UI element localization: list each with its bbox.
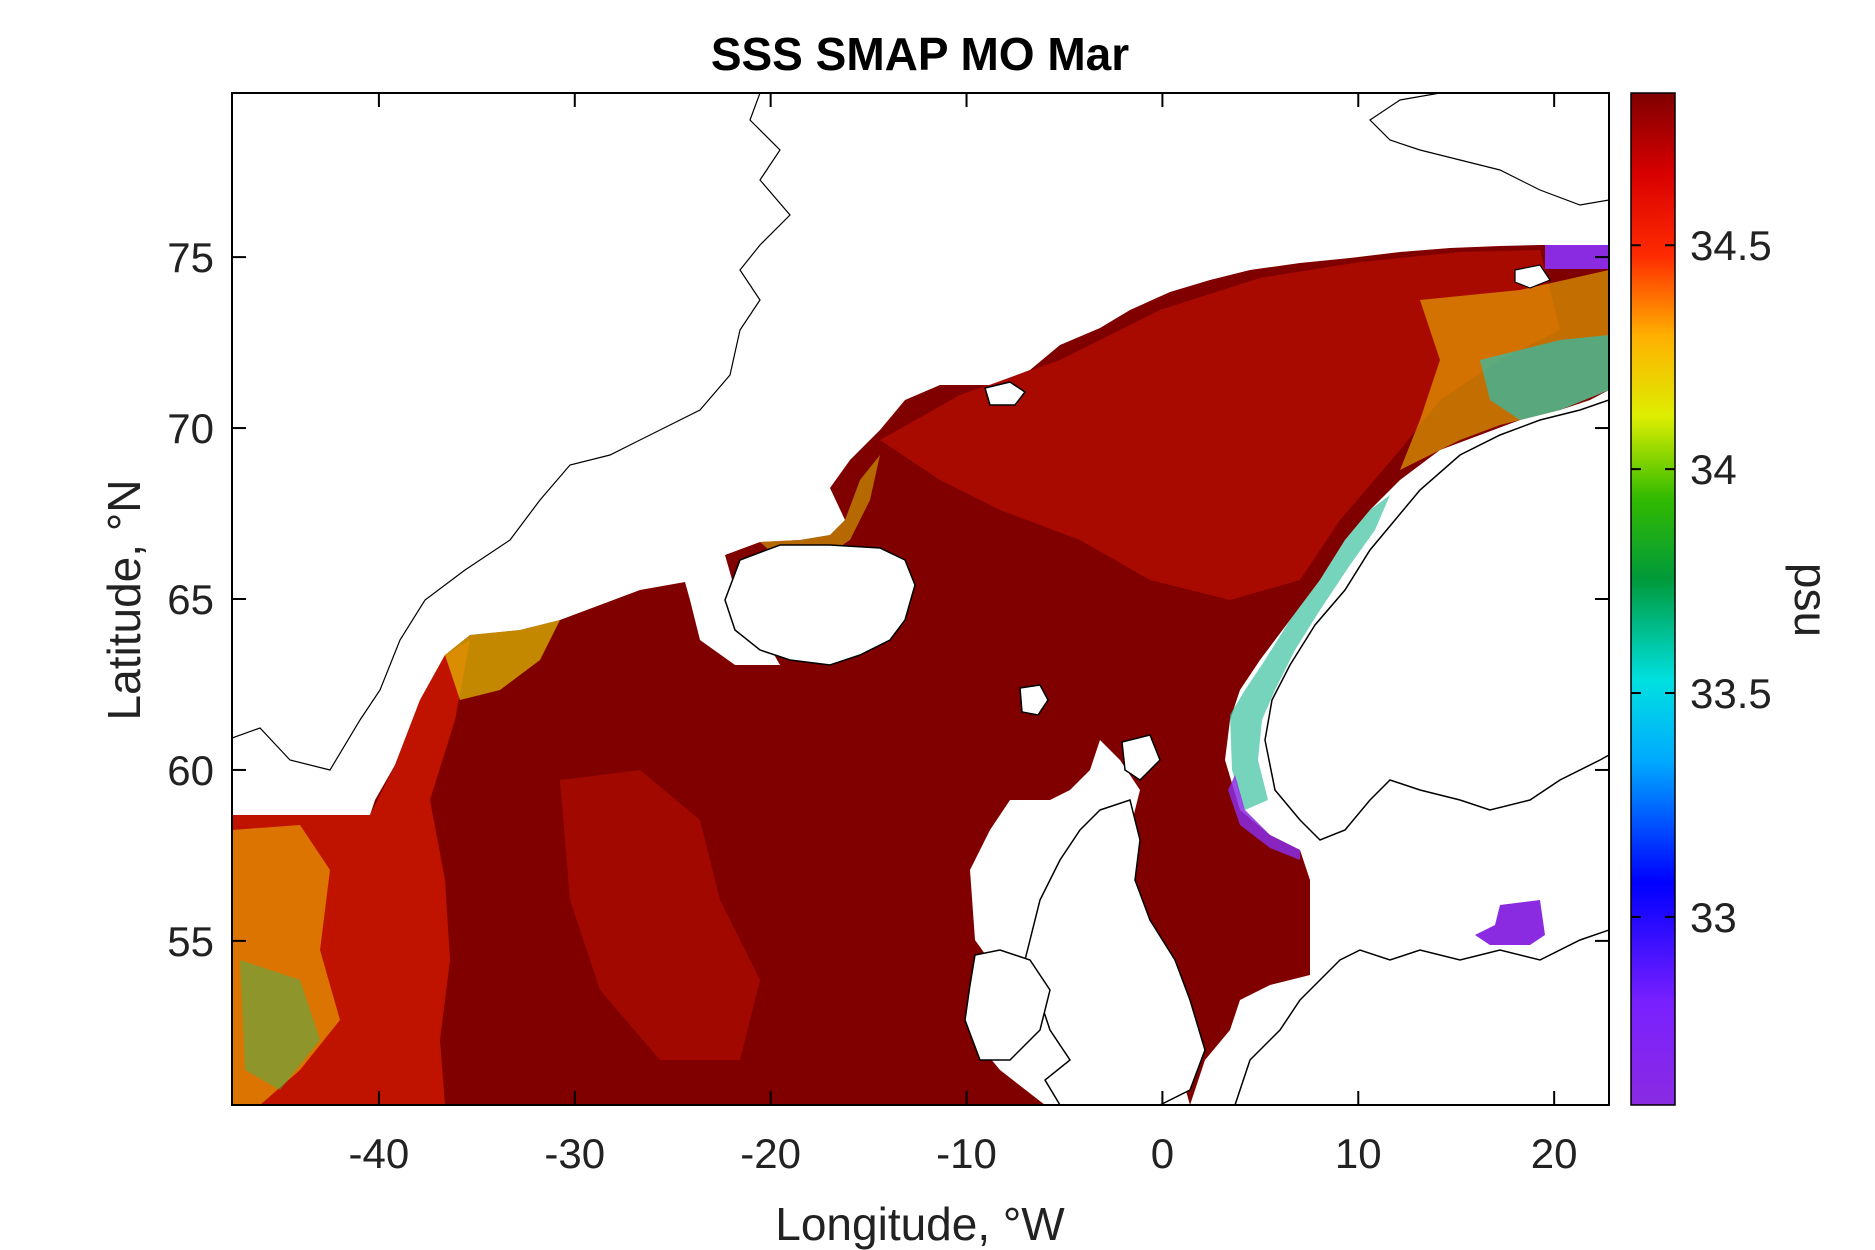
colorbar-ticks: 33 33.5 34 34.5 [1631,222,1772,941]
y-tick-label: 75 [167,234,214,281]
salinity-zone-west-yellow [232,825,340,1105]
salinity-zone-norwegian-sea [880,250,1560,600]
x-tick-label: -40 [349,1130,410,1177]
colorbar-tick-label: 33.5 [1690,670,1772,717]
plot-area [232,93,1609,1105]
salinity-zone-greenland-edge [445,620,560,700]
svalbard-land [1369,93,1609,206]
y-tick-label: 55 [167,918,214,965]
colorbar-tick-label: 34.5 [1690,222,1772,269]
colorbar-tick-label: 34 [1690,446,1737,493]
x-tick-label: 10 [1335,1130,1382,1177]
salinity-zone-barents-cyan [1480,335,1609,420]
shetland-land [1121,734,1161,781]
greenland-land [232,93,791,771]
y-tick-label: 70 [167,405,214,452]
x-tick-label: 20 [1531,1130,1578,1177]
faroe-land [1019,684,1049,716]
figure-title: SSS SMAP MO Mar [711,28,1129,80]
x-axis: -40 -30 -20 -10 0 10 20 [349,93,1578,1177]
y-axis: 55 60 65 70 75 [167,234,1609,965]
iceland-land [724,544,916,666]
x-axis-label: Longitude, °W [775,1198,1065,1250]
x-tick-label: -10 [936,1130,997,1177]
bear-island-land [1514,264,1551,289]
salinity-zone-coastal-current [1230,495,1390,810]
salinity-zone-skagerrak-purple [1228,775,1300,860]
salinity-zone-west-green [240,960,320,1090]
colorbar-tick-label: 33 [1690,894,1737,941]
y-tick-label: 60 [167,747,214,794]
y-tick-label: 65 [167,576,214,623]
jan-mayen-land [984,381,1027,406]
colorbar [1630,92,1676,1106]
salinity-zone-denmark-strait [760,455,880,560]
salinity-zone-central [560,770,760,1060]
ireland-land [964,949,1051,1061]
x-tick-label: -20 [740,1130,801,1177]
british-isles-land [1019,799,1206,1105]
continental-europe-land [1234,929,1609,1105]
colorbar-label: psu [1785,563,1837,637]
x-tick-label: -30 [544,1130,605,1177]
y-axis-label: Latitude, °N [98,480,150,721]
salinity-zone-baltic [1475,900,1545,945]
scandinavia-land [1264,399,1609,841]
x-tick-label: 0 [1151,1130,1174,1177]
